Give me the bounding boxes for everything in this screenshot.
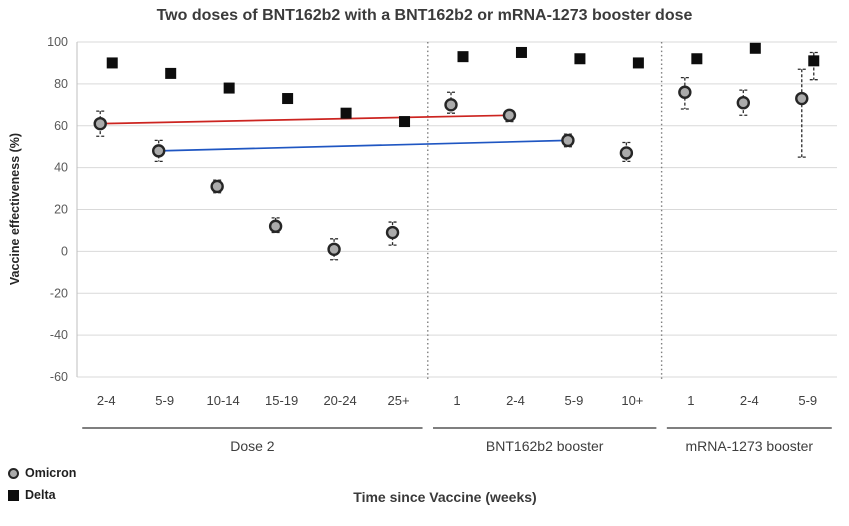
y-tick-label: 100 xyxy=(47,35,68,49)
x-tick-label: 2-4 xyxy=(506,393,525,408)
x-tick-label: 15-19 xyxy=(265,393,298,408)
omicron-data-point xyxy=(268,219,283,233)
x-tick-label: 10-14 xyxy=(207,393,240,408)
x-tick-label: 5-9 xyxy=(155,393,174,408)
x-tick-label: 2-4 xyxy=(740,393,759,408)
legend-item-delta: Delta xyxy=(8,488,76,502)
delta-data-point xyxy=(399,116,411,128)
x-tick-label: 25+ xyxy=(388,393,410,408)
delta-square-marker-icon xyxy=(8,489,19,501)
x-tick-label: 10+ xyxy=(621,393,643,408)
omicron-data-point xyxy=(561,133,575,148)
delta-data-point xyxy=(165,67,177,79)
delta-data-point xyxy=(340,107,352,119)
omicron-data-point xyxy=(93,116,107,131)
omicron-data-point xyxy=(736,96,751,110)
y-tick-label: 40 xyxy=(54,161,68,175)
omicron-data-point xyxy=(795,91,809,106)
y-tick-label: -60 xyxy=(50,370,68,384)
legend: Omicron Delta xyxy=(8,466,76,510)
y-tick-label: 60 xyxy=(54,119,68,133)
omicron-data-point xyxy=(327,242,341,256)
omicron-circle-marker-icon xyxy=(8,467,19,479)
delta-data-point xyxy=(223,82,235,94)
omicron-data-point xyxy=(502,108,517,122)
x-tick-label: 5-9 xyxy=(798,393,817,408)
x-tick-label: 1 xyxy=(687,393,694,408)
delta-data-point xyxy=(749,42,761,54)
y-tick-label: 80 xyxy=(54,77,68,91)
omicron-data-point xyxy=(151,144,166,158)
delta-data-point xyxy=(282,93,294,105)
y-axis-title: Vaccine effectiveness (%) xyxy=(8,132,22,286)
delta-data-point xyxy=(808,55,820,67)
x-tick-label: 2-4 xyxy=(97,393,116,408)
delta-data-point xyxy=(691,53,703,65)
group-label: Dose 2 xyxy=(230,438,275,454)
group-label: BNT162b2 booster xyxy=(486,438,604,454)
omicron-data-point xyxy=(619,146,634,160)
y-tick-label: -40 xyxy=(50,328,68,342)
legend-label-omicron: Omicron xyxy=(25,466,77,480)
omicron-data-point xyxy=(210,179,224,194)
x-tick-label: 20-24 xyxy=(323,393,356,408)
chart-title: Two doses of BNT162b2 with a BNT162b2 or… xyxy=(156,7,693,24)
delta-data-point xyxy=(106,57,118,69)
delta-data-point xyxy=(457,51,469,63)
omicron-data-point xyxy=(444,98,458,112)
x-axis-title: Time since Vaccine (weeks) xyxy=(353,489,537,505)
y-tick-label: -20 xyxy=(50,286,68,300)
delta-data-point xyxy=(632,57,644,69)
omicron-data-point xyxy=(385,225,400,240)
legend-item-omicron: Omicron xyxy=(8,466,76,480)
y-tick-label: 0 xyxy=(61,244,68,258)
connector-line xyxy=(100,114,510,125)
group-label: mRNA-1273 booster xyxy=(685,438,813,454)
delta-data-point xyxy=(574,53,586,65)
omicron-data-point xyxy=(678,85,692,99)
y-tick-label: 20 xyxy=(54,203,68,217)
x-tick-label: 5-9 xyxy=(565,393,584,408)
x-tick-label: 1 xyxy=(453,393,460,408)
connector-line xyxy=(158,139,568,152)
legend-label-delta: Delta xyxy=(25,488,56,502)
delta-data-point xyxy=(515,46,527,58)
